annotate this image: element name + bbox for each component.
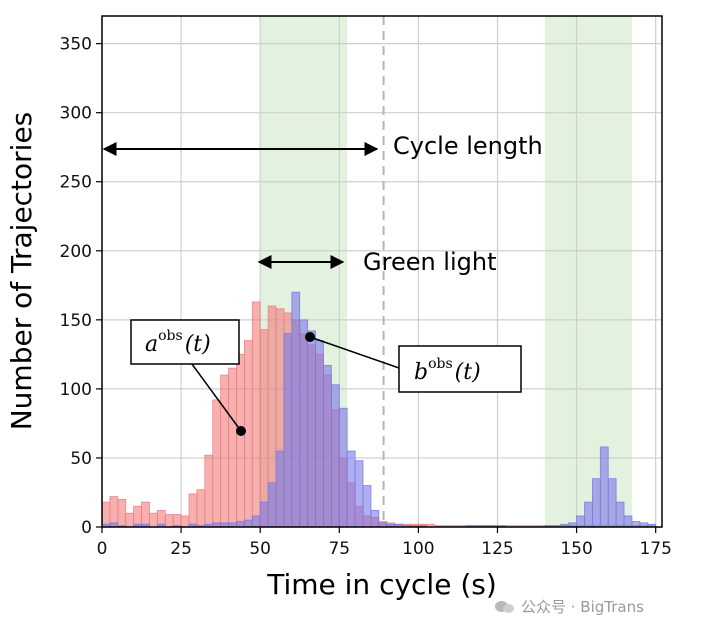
- bar-b-obs: [291, 291, 301, 528]
- y-axis-title: Number of Trajectories: [5, 112, 38, 431]
- y-tick-label: 100: [60, 380, 92, 400]
- bar-b-obs: [346, 450, 356, 528]
- x-tick-label: 100: [402, 539, 434, 559]
- bar-b-obs: [307, 330, 316, 528]
- bar-a-obs: [125, 512, 135, 528]
- bar-b-obs: [330, 384, 340, 528]
- bar-b-obs: [243, 519, 253, 528]
- bar-b-obs: [323, 365, 332, 528]
- bar-b-obs: [236, 521, 245, 528]
- y-tick-label: 50: [70, 449, 92, 469]
- green-band-2: [544, 16, 632, 527]
- bar-a-obs: [204, 454, 214, 528]
- bar-b-obs: [607, 478, 617, 528]
- bar-b-obs: [267, 482, 277, 528]
- y-tick-label: 150: [60, 311, 92, 331]
- watermark-text: 公众号 · BigTrans: [521, 598, 644, 616]
- axis-ticks: 0 25 50 75 100 125 150 175 0 50 100 150 200 250 300 350: [60, 35, 672, 559]
- y-tick-label: 200: [60, 242, 92, 262]
- bar-b-obs: [275, 450, 285, 528]
- bar-a-obs: [101, 501, 111, 528]
- x-axis-title: Time in cycle (s): [266, 568, 497, 601]
- y-tick-label: 350: [60, 35, 92, 55]
- bar-b-obs: [584, 501, 593, 528]
- x-tick-label: 50: [249, 539, 271, 559]
- bar-a-obs: [141, 501, 150, 528]
- watermark: 公众号 · BigTrans: [495, 596, 644, 617]
- a-label-box: [130, 319, 240, 365]
- bar-a-obs: [196, 489, 206, 528]
- x-tick-label: 25: [170, 539, 192, 559]
- bar-a-obs: [212, 399, 222, 528]
- b-label: bobs(t): [414, 356, 481, 385]
- plot-frame: [101, 15, 663, 528]
- y-tick-label: 0: [81, 518, 92, 538]
- a-pointer-line: [188, 359, 242, 432]
- bar-a-obs: [149, 512, 158, 528]
- bar-b-obs: [576, 515, 585, 528]
- bar-a-obs: [243, 340, 253, 528]
- a-pointer-dot: [236, 426, 246, 436]
- bar-a-obs: [220, 374, 229, 528]
- a-label: aobs(t): [145, 328, 211, 357]
- bar-a-obs: [188, 493, 198, 528]
- y-tick-label: 250: [60, 173, 92, 193]
- bar-a-obs: [251, 301, 261, 528]
- bar-b-obs: [591, 478, 601, 528]
- bar-b-obs: [370, 510, 380, 528]
- bar-a-obs: [180, 515, 190, 528]
- x-tick-label: 75: [328, 539, 350, 559]
- x-tick-label: 125: [481, 539, 513, 559]
- bar-a-obs: [117, 498, 127, 528]
- bar-b-obs: [354, 460, 364, 528]
- green-light-bands: [260, 16, 632, 527]
- green-light-label: Green light: [363, 248, 497, 276]
- bar-a-obs: [164, 514, 174, 528]
- x-tick-label: 150: [560, 539, 592, 559]
- wechat-icon: [495, 599, 515, 615]
- bar-a-obs: [228, 367, 237, 528]
- bar-b-obs: [315, 340, 324, 528]
- bar-b-obs: [283, 333, 293, 528]
- b-pointer-dot: [305, 332, 315, 342]
- bar-a-obs: [236, 353, 245, 528]
- bar-b-obs: [338, 407, 348, 528]
- bar-a-obs: [172, 514, 182, 528]
- bar-b-obs: [259, 501, 269, 528]
- x-tick-label: 175: [639, 539, 671, 559]
- bar-a-obs: [259, 329, 269, 528]
- b-pointer-line: [309, 336, 400, 369]
- bar-a-obs: [109, 496, 119, 528]
- bar-b-obs: [251, 515, 261, 528]
- bar-b-obs: [599, 446, 609, 528]
- cycle-length-label: Cycle length: [393, 132, 543, 160]
- bar-b-obs: [299, 319, 309, 528]
- x-tick-label: 0: [97, 539, 108, 559]
- bar-b-obs: [631, 521, 641, 528]
- b-label-box: [398, 345, 522, 393]
- bar-b-obs: [362, 485, 372, 528]
- histogram-bars: [101, 291, 657, 528]
- bar-b-obs: [623, 515, 633, 528]
- y-tick-label: 300: [60, 104, 92, 124]
- bar-b-obs: [615, 501, 625, 528]
